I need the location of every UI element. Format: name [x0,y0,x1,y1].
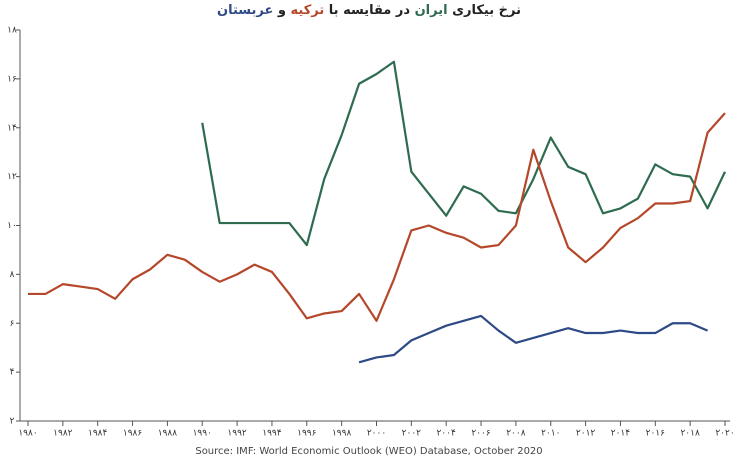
title-text: نرخ بیکاری [452,3,521,18]
x-tick-label: ۲۰۰۶ [471,429,491,439]
y-tick-label: ۲ [10,417,15,427]
y-tick-label: ۱۶ [7,74,17,84]
series-line [201,60,726,247]
x-tick-label: ۲۰۰۲ [402,429,422,439]
x-tick-label: ۲۰۱۴ [611,429,631,439]
title-series: ترکیه [290,3,325,18]
x-tick-label: ۲۰۱۲ [576,429,596,439]
x-tick-label: ۱۹۹۶ [297,429,317,439]
title-text: در مقایسه با [328,3,411,18]
x-tick-label: ۲۰۲۰ [715,429,734,439]
y-tick-label: ۱۲ [7,172,17,182]
x-tick-label: ۱۹۹۰ [193,429,212,439]
y-tick-label: ۱۴ [7,123,17,133]
series-line [358,314,709,364]
x-tick-label: ۲۰۱۸ [680,429,700,439]
x-tick-label: ۲۰۱۰ [541,429,560,439]
x-tick-label: ۱۹۸۰ [18,429,37,439]
title-series: ایران [414,3,448,18]
x-tick-label: ۲۰۰۴ [437,429,457,439]
y-tick-label: ۱۸ [7,26,17,36]
x-tick-label: ۲۰۰۰ [367,429,386,439]
x-tick-label: ۱۹۸۶ [123,429,143,439]
x-tick-label: ۱۹۹۲ [227,429,247,439]
x-tick-label: ۱۹۸۴ [88,429,108,439]
y-tick-label: ۱۰ [7,221,17,231]
source: Source: IMF: World Economic Outlook (WEO… [195,446,542,457]
x-tick-label: ۲۰۱۶ [646,429,666,439]
y-tick-label: ۸ [10,270,15,280]
chart-title: نرخ بیکاری ایران در مقایسه با ترکیه و عر… [0,3,738,18]
title-text: و [277,3,286,18]
y-tick-label: ۴ [10,368,15,378]
title-series: عربستان [217,3,274,18]
x-tick-label: ۲۰۰۸ [506,429,526,439]
y-tick-label: ۶ [10,319,15,329]
x-tick-label: ۱۹۹۴ [262,429,282,439]
series-line [28,112,726,322]
x-tick-label: ۱۹۸۸ [158,429,178,439]
x-tick-label: ۱۹۸۲ [53,429,73,439]
x-tick-label: ۱۹۹۸ [332,429,352,439]
